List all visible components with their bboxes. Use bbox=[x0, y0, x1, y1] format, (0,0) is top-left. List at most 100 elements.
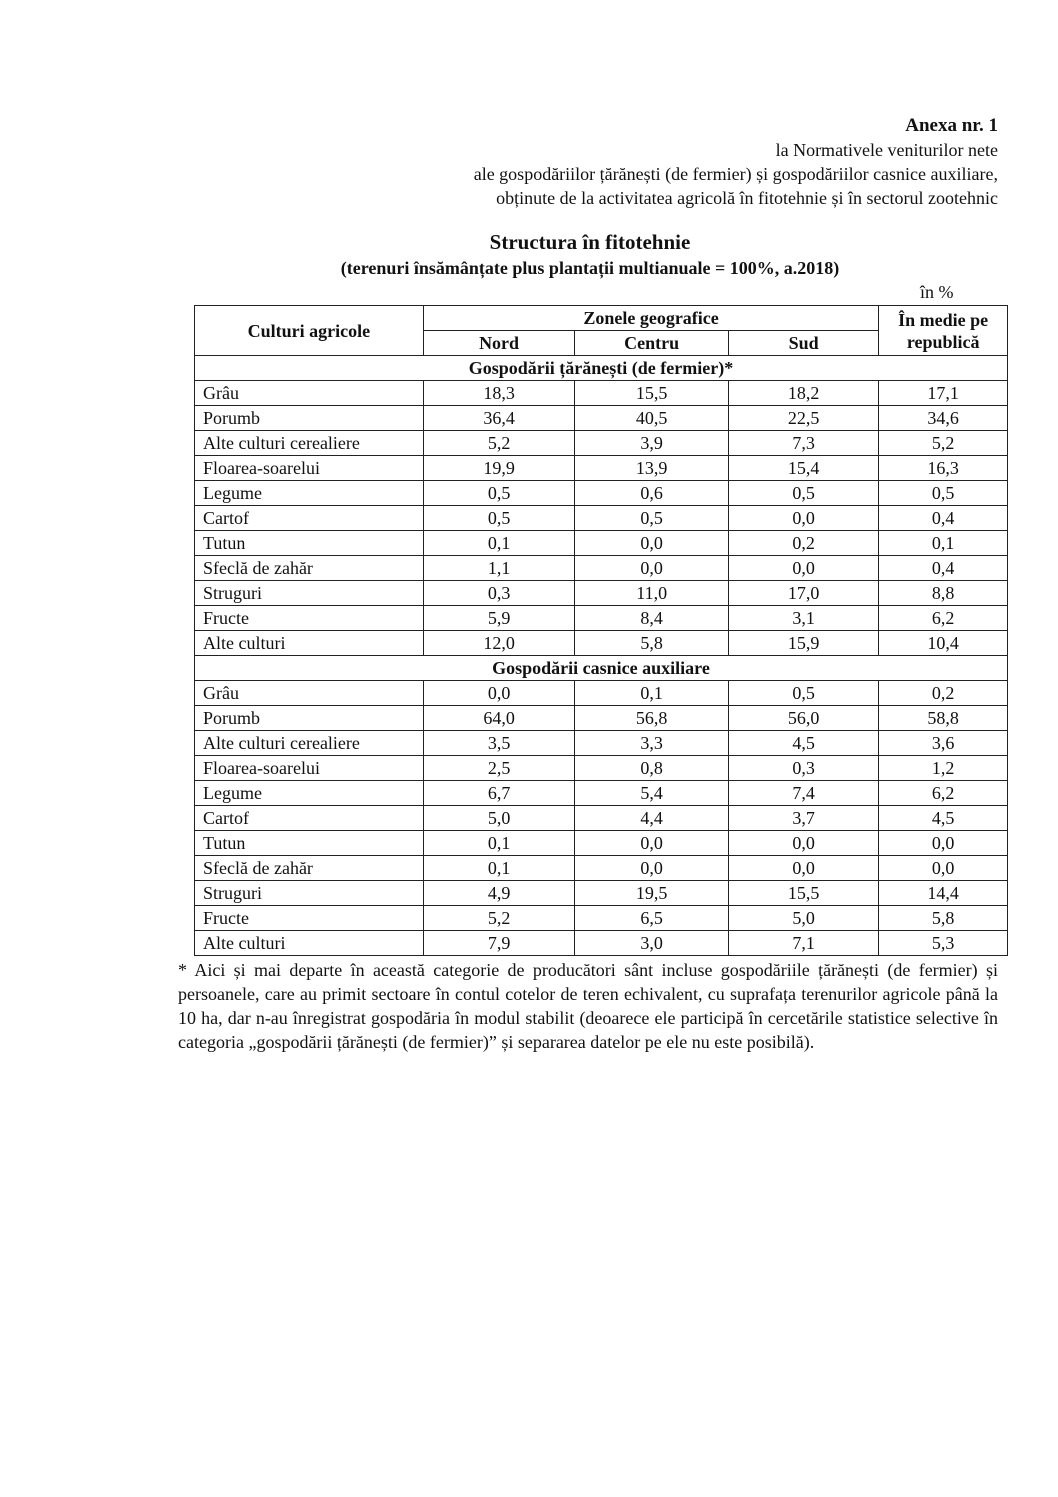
republic-cell: 58,8 bbox=[878, 705, 1008, 731]
republic-cell: 5,8 bbox=[878, 905, 1008, 931]
center-cell: 0,0 bbox=[574, 855, 729, 881]
republic-cell: 0,0 bbox=[878, 830, 1008, 856]
crop-cell: Grâu bbox=[194, 680, 424, 706]
crop-cell: Legume bbox=[194, 480, 424, 506]
crop-cell: Fructe bbox=[194, 905, 424, 931]
crop-cell: Legume bbox=[194, 780, 424, 806]
crop-cell: Struguri bbox=[194, 580, 424, 606]
south-cell: 0,0 bbox=[727, 505, 880, 531]
republic-cell: 0,5 bbox=[878, 480, 1008, 506]
republic-cell: 14,4 bbox=[878, 880, 1008, 906]
table-row: Struguri 4,9 19,5 15,5 14,4 bbox=[194, 880, 1008, 906]
crop-cell: Fructe bbox=[194, 605, 424, 631]
table-row: Cartof 0,5 0,5 0,0 0,4 bbox=[194, 505, 1008, 531]
annex-line-2: ale gospodăriilor țărănești (de fermier)… bbox=[473, 164, 998, 184]
crop-cell: Struguri bbox=[194, 880, 424, 906]
table-row: Fructe 5,9 8,4 3,1 6,2 bbox=[194, 605, 1008, 631]
south-cell: 56,0 bbox=[727, 705, 880, 731]
republic-cell: 0,4 bbox=[878, 505, 1008, 531]
republic-cell: 17,1 bbox=[878, 380, 1008, 406]
crop-cell: Porumb bbox=[194, 705, 424, 731]
north-cell: 2,5 bbox=[422, 755, 576, 781]
crop-cell: Sfeclă de zahăr bbox=[194, 855, 424, 881]
header-south: Sud bbox=[727, 330, 880, 356]
north-cell: 5,9 bbox=[422, 605, 576, 631]
annex-header: Anexa nr. 1 la Normativele veniturilor n… bbox=[474, 114, 998, 210]
center-cell: 5,8 bbox=[574, 630, 729, 656]
republic-cell: 0,4 bbox=[878, 555, 1008, 581]
header-row-2: Nord Centru Sud bbox=[195, 330, 1008, 356]
south-cell: 0,5 bbox=[727, 680, 880, 706]
header-row-1: Culturi agricole Zonele geografice În me… bbox=[194, 305, 1008, 356]
republic-cell: 1,2 bbox=[878, 755, 1008, 781]
center-cell: 3,0 bbox=[574, 930, 729, 956]
north-cell: 36,4 bbox=[422, 405, 576, 431]
table-row: Tutun 0,1 0,0 0,0 0,0 bbox=[194, 830, 1008, 856]
south-cell: 18,2 bbox=[727, 380, 880, 406]
structure-table: Culturi agricole Zonele geografice În me… bbox=[194, 305, 1008, 956]
table-row: Alte culturi 7,9 3,0 7,1 5,3 bbox=[194, 930, 1008, 956]
crop-cell: Alte culturi cerealiere bbox=[194, 730, 424, 756]
republic-cell: 5,2 bbox=[878, 430, 1008, 456]
republic-cell: 6,2 bbox=[878, 780, 1008, 806]
south-cell: 0,0 bbox=[727, 855, 880, 881]
center-cell: 5,4 bbox=[574, 780, 729, 806]
south-cell: 15,9 bbox=[727, 630, 880, 656]
center-cell: 0,0 bbox=[574, 830, 729, 856]
crop-cell: Cartof bbox=[194, 805, 424, 831]
south-cell: 0,3 bbox=[727, 755, 880, 781]
table-row: Floarea-soarelui 2,5 0,8 0,3 1,2 bbox=[194, 755, 1008, 781]
north-cell: 5,2 bbox=[422, 430, 576, 456]
table-row: Cartof 5,0 4,4 3,7 4,5 bbox=[194, 805, 1008, 831]
north-cell: 6,7 bbox=[422, 780, 576, 806]
north-cell: 0,5 bbox=[422, 480, 576, 506]
crop-cell: Alte culturi bbox=[194, 630, 424, 656]
south-cell: 7,1 bbox=[727, 930, 880, 956]
section-title: Gospodării casnice auxiliare bbox=[194, 655, 1008, 681]
south-cell: 0,0 bbox=[727, 830, 880, 856]
section-title: Gospodării țărănești (de fermier)* bbox=[194, 355, 1008, 381]
south-cell: 22,5 bbox=[727, 405, 880, 431]
north-cell: 0,0 bbox=[422, 680, 576, 706]
republic-cell: 8,8 bbox=[878, 580, 1008, 606]
north-cell: 0,1 bbox=[422, 530, 576, 556]
north-cell: 5,2 bbox=[422, 905, 576, 931]
section-row: Gospodării țărănești (de fermier)* bbox=[194, 355, 1008, 381]
center-cell: 0,8 bbox=[574, 755, 729, 781]
crop-cell: Alte culturi cerealiere bbox=[194, 430, 424, 456]
table-row: Alte culturi cerealiere 3,5 3,3 4,5 3,6 bbox=[194, 730, 1008, 756]
header-zones: Zonele geografice bbox=[422, 305, 880, 331]
republic-cell: 10,4 bbox=[878, 630, 1008, 656]
north-cell: 18,3 bbox=[422, 380, 576, 406]
table-row: Grâu 0,0 0,1 0,5 0,2 bbox=[194, 680, 1008, 706]
header-center: Centru bbox=[574, 330, 729, 356]
south-cell: 7,4 bbox=[727, 780, 880, 806]
header-crops: Culturi agricole bbox=[194, 305, 424, 356]
north-cell: 12,0 bbox=[422, 630, 576, 656]
center-cell: 19,5 bbox=[574, 880, 729, 906]
table-row: Legume 0,5 0,6 0,5 0,5 bbox=[194, 480, 1008, 506]
south-cell: 5,0 bbox=[727, 905, 880, 931]
table-row: Fructe 5,2 6,5 5,0 5,8 bbox=[194, 905, 1008, 931]
crop-cell: Porumb bbox=[194, 405, 424, 431]
crop-cell: Sfeclă de zahăr bbox=[194, 555, 424, 581]
north-cell: 7,9 bbox=[422, 930, 576, 956]
center-cell: 3,9 bbox=[574, 430, 729, 456]
table-row: Legume 6,7 5,4 7,4 6,2 bbox=[194, 780, 1008, 806]
table-row: Porumb 64,0 56,8 56,0 58,8 bbox=[194, 705, 1008, 731]
republic-cell: 6,2 bbox=[878, 605, 1008, 631]
title-block: Structura în fitotehnie (terenuri însămâ… bbox=[170, 228, 1010, 280]
south-cell: 7,3 bbox=[727, 430, 880, 456]
crop-cell: Cartof bbox=[194, 505, 424, 531]
annex-line-1: la Normativele veniturilor nete bbox=[775, 140, 998, 160]
north-cell: 64,0 bbox=[422, 705, 576, 731]
crop-cell: Floarea-soarelui bbox=[194, 455, 424, 481]
republic-cell: 34,6 bbox=[878, 405, 1008, 431]
republic-cell: 5,3 bbox=[878, 930, 1008, 956]
center-cell: 0,0 bbox=[574, 530, 729, 556]
table-row: Sfeclă de zahăr 1,1 0,0 0,0 0,4 bbox=[194, 555, 1008, 581]
crop-cell: Tutun bbox=[194, 830, 424, 856]
north-cell: 3,5 bbox=[422, 730, 576, 756]
republic-cell: 0,1 bbox=[878, 530, 1008, 556]
table-row: Porumb 36,4 40,5 22,5 34,6 bbox=[194, 405, 1008, 431]
